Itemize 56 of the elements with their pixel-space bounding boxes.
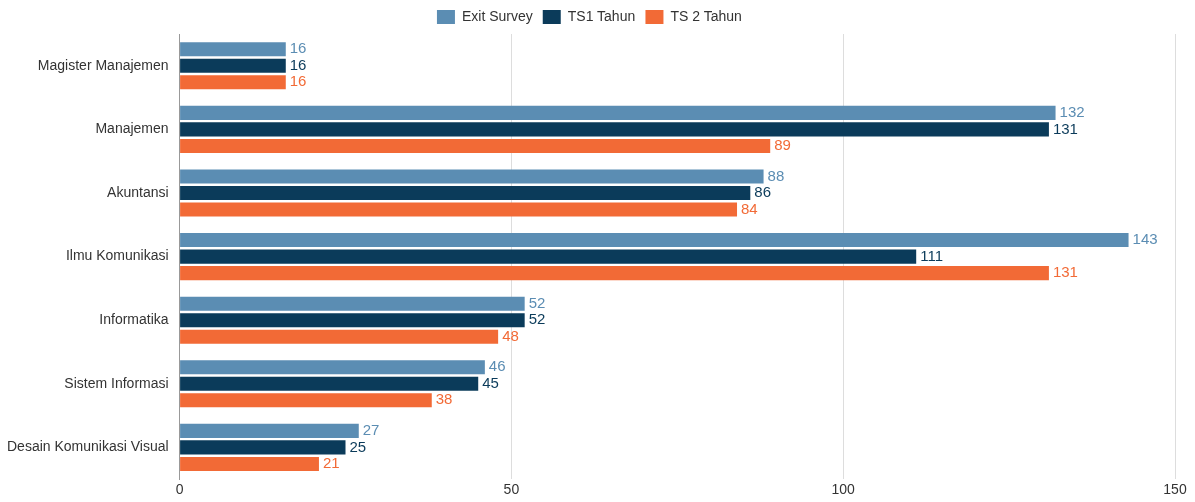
data-label: 16 xyxy=(289,55,307,73)
data-label: 131 xyxy=(1052,263,1078,281)
data-label: 27 xyxy=(362,421,380,438)
data-label: 86 xyxy=(754,183,771,201)
y-tick-label: Desain Komunikasi Visual xyxy=(6,438,169,455)
data-label: 16 xyxy=(289,39,307,57)
y-tick-label: Sistem Informasi xyxy=(64,374,169,391)
data-label: 111 xyxy=(920,246,944,264)
y-tick-label: Akuntansi xyxy=(107,183,169,200)
x-tick-label: 0 xyxy=(175,481,184,498)
bar xyxy=(180,105,1056,120)
legend-label: TS 2 Tahun xyxy=(670,7,742,24)
legend-label: TS1 Tahun xyxy=(567,7,636,24)
data-label: 131 xyxy=(1052,119,1078,137)
data-label: 16 xyxy=(289,72,307,90)
bar xyxy=(180,75,286,90)
x-tick-label: 100 xyxy=(831,481,856,498)
bar xyxy=(180,313,525,328)
bar xyxy=(180,360,485,375)
bar xyxy=(180,456,319,471)
y-tick-label: Ilmu Komunikasi xyxy=(65,247,169,264)
bar xyxy=(180,376,479,391)
data-label: 52 xyxy=(528,310,546,328)
bar xyxy=(180,423,359,438)
data-label: 25 xyxy=(349,437,367,455)
bar xyxy=(180,138,771,153)
bar xyxy=(180,440,346,455)
data-label: 21 xyxy=(322,454,340,472)
bar xyxy=(180,329,499,344)
bar xyxy=(180,296,525,311)
bar xyxy=(180,393,432,408)
bar xyxy=(180,42,286,57)
y-tick-label: Magister Manajemen xyxy=(37,56,169,73)
bar xyxy=(180,249,917,264)
data-label: 84 xyxy=(741,199,758,217)
x-tick-label: 50 xyxy=(503,481,520,498)
y-tick-label: Manajemen xyxy=(95,120,169,137)
bar xyxy=(180,266,1049,281)
bar xyxy=(180,122,1049,137)
data-label: 52 xyxy=(528,293,546,311)
data-label: 143 xyxy=(1132,230,1158,248)
data-label: 48 xyxy=(502,326,519,344)
data-label: 88 xyxy=(767,166,785,184)
bar xyxy=(180,233,1129,248)
bar xyxy=(180,202,738,217)
data-label: 89 xyxy=(774,136,791,154)
bar xyxy=(180,185,751,201)
data-label: 132 xyxy=(1059,103,1085,120)
x-tick-label: 150 xyxy=(1163,481,1187,498)
data-label: 46 xyxy=(488,357,506,375)
legend-label: Exit Survey xyxy=(461,7,533,24)
y-tick-label: Informatika xyxy=(99,311,169,328)
bar xyxy=(180,58,286,73)
data-label: 38 xyxy=(435,390,453,408)
data-label: 45 xyxy=(482,373,499,391)
bar xyxy=(180,169,764,184)
